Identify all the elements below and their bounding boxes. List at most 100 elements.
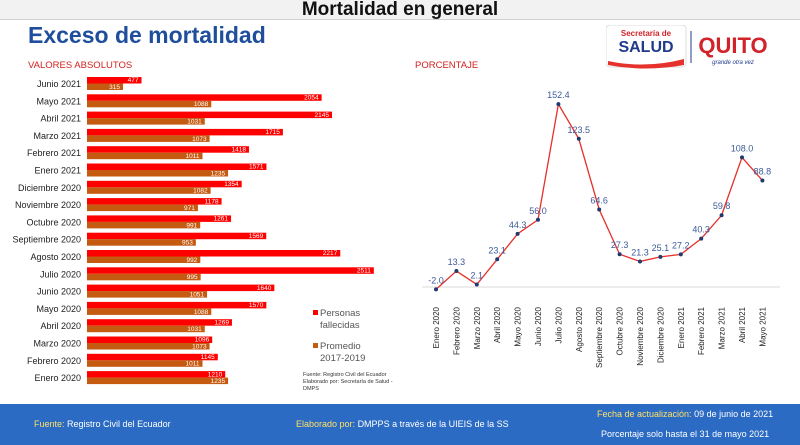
bar-category-label: Abril 2021 (40, 114, 81, 124)
line-value-label: 27.2 (672, 240, 690, 250)
bar-promedio (87, 118, 205, 125)
bar-fallecidas (87, 371, 226, 378)
bar-value-fallecidas: 2511 (357, 268, 371, 275)
line-value-label: 56.0 (529, 206, 547, 216)
line-point (474, 282, 479, 287)
bar-category-label: Septiembre 2020 (12, 235, 81, 245)
line-category-label: Diciembre 2020 (656, 306, 665, 363)
line-point (597, 207, 602, 212)
bar-fallecidas (87, 111, 333, 119)
bar-value-promedio: 1011 (186, 361, 200, 368)
line-category-label: Mayo 2020 (514, 306, 523, 346)
salud-logo-swoosh (608, 59, 684, 69)
bar-value-fallecidas: 1354 (224, 181, 239, 188)
line-point (536, 217, 540, 222)
line-point (760, 178, 765, 183)
line-point (434, 287, 438, 292)
line-point (719, 213, 724, 218)
bar-value-promedio: 1082 (193, 188, 208, 195)
line-point (556, 102, 561, 107)
bar-chart: Junio 2021 Mayo 2021 Abril 2021 Marzo 2021 F… (12, 77, 374, 385)
bar-value-fallecidas: 1145 (201, 354, 215, 361)
footer-elaborado-label: Elaborado por: (296, 419, 356, 429)
bar-value-fallecidas: 477 (128, 77, 139, 84)
bar-value-fallecidas: 1570 (249, 302, 264, 309)
bar-value-promedio: 1235 (211, 170, 226, 177)
bar-value-promedio: 1088 (194, 101, 209, 108)
legend-swatch-fallecidas (313, 310, 318, 315)
line-point (495, 257, 500, 262)
bar-category-label: Marzo 2020 (33, 339, 81, 349)
top-bar: Mortalidad en general (0, 0, 800, 20)
bar-promedio (87, 343, 210, 350)
bar-chart-subtitle: VALORES ABSOLUTOS (28, 60, 133, 71)
footer-source-value: Registro Civil del Ecuador (67, 419, 171, 429)
logo-secretaria: Secretaría de (621, 29, 672, 38)
line-value-label: 27.3 (611, 240, 629, 250)
footer-elaborado-value: DMPPS a través de la UIEIS de la SS (357, 419, 509, 429)
bar-category-label: Febrero 2020 (27, 356, 81, 366)
line-value-label: 88.8 (754, 166, 772, 176)
bar-fallecidas (87, 232, 267, 240)
bar-value-promedio: 315 (109, 84, 120, 91)
line-point (454, 269, 459, 274)
footer: Fuente: Registro Civil del Ecuador Elabo… (0, 404, 800, 445)
bar-value-promedio: 1235 (211, 378, 226, 385)
bar-value-fallecidas: 1569 (249, 233, 264, 240)
bar-category-label: Enero 2021 (34, 166, 81, 176)
line-value-label: 152.4 (547, 90, 570, 100)
bar-value-promedio: 991 (186, 222, 197, 229)
bar-fallecidas (87, 319, 232, 326)
bar-value-fallecidas: 1640 (257, 285, 272, 292)
bar-value-promedio: 992 (186, 257, 197, 264)
bar-category-label: Mayo 2020 (36, 304, 81, 314)
line-category-label: Abril 2020 (493, 306, 502, 343)
line-category-label: Junio 2020 (534, 306, 543, 346)
bar-value-fallecidas: 2145 (315, 112, 330, 119)
bar-promedio (87, 187, 211, 194)
bar-value-promedio: 1051 (190, 292, 205, 299)
bar-promedio (87, 221, 201, 229)
line-chart-subtitle: PORCENTAJE (415, 60, 479, 71)
logo-graphic: Secretaría de SALUD QUITO grande otra ve… (605, 24, 768, 69)
bar-promedio (87, 291, 208, 298)
bar-category-label: Octubre 2020 (26, 217, 81, 227)
bar-value-fallecidas: 1178 (205, 198, 219, 205)
line-value-label: -2.0 (428, 275, 444, 285)
bar-promedio (87, 239, 196, 246)
footer-fecha-value: 09 de junio de 2021 (694, 409, 774, 419)
line-point (617, 252, 622, 257)
bar-promedio (87, 152, 203, 160)
bar-value-promedio: 1073 (192, 343, 207, 350)
footer-source-label: Fuente: (34, 419, 65, 429)
bar-category-label: Junio 2021 (37, 79, 81, 89)
bar-fallecidas (87, 77, 142, 84)
bar-promedio (87, 83, 123, 90)
bar-category-label: Enero 2020 (34, 373, 81, 383)
footer-porcentaje-note: Porcentaje solo hasta el 31 de mayo 2021 (601, 429, 770, 439)
line-category-label: Enero 2020 (432, 306, 441, 348)
line-category-label: Febrero 2021 (697, 306, 706, 355)
footer-source: Fuente: Registro Civil del Ecuador (34, 419, 171, 429)
line-point (699, 236, 704, 241)
bar-value-fallecidas: 1715 (265, 129, 280, 136)
line-value-label: 108.0 (731, 143, 754, 153)
bar-promedio (87, 360, 203, 367)
bar-fallecidas (87, 284, 275, 292)
bar-category-label: Mayo 2021 (36, 96, 81, 106)
line-value-label: 64.6 (590, 195, 608, 205)
bar-promedio (87, 170, 229, 177)
footer-fecha: Fecha de actualización: 09 de junio de 2… (597, 409, 773, 419)
bar-value-promedio: 995 (187, 274, 198, 281)
bar-value-fallecidas: 1210 (208, 371, 223, 378)
line-category-label: Noviembre 2020 (636, 306, 645, 365)
bar-category-label: Diciembre 2020 (18, 183, 81, 193)
bar-value-promedio: 953 (182, 240, 193, 247)
bar-fallecidas (87, 198, 222, 205)
bar-promedio (87, 100, 212, 108)
bar-category-label: Junio 2020 (37, 287, 81, 297)
bar-fallecidas (87, 353, 218, 361)
bar-value-fallecidas: 1261 (214, 216, 229, 223)
line-category-label: Agosto 2020 (575, 306, 584, 351)
bar-fallecidas (87, 215, 232, 222)
